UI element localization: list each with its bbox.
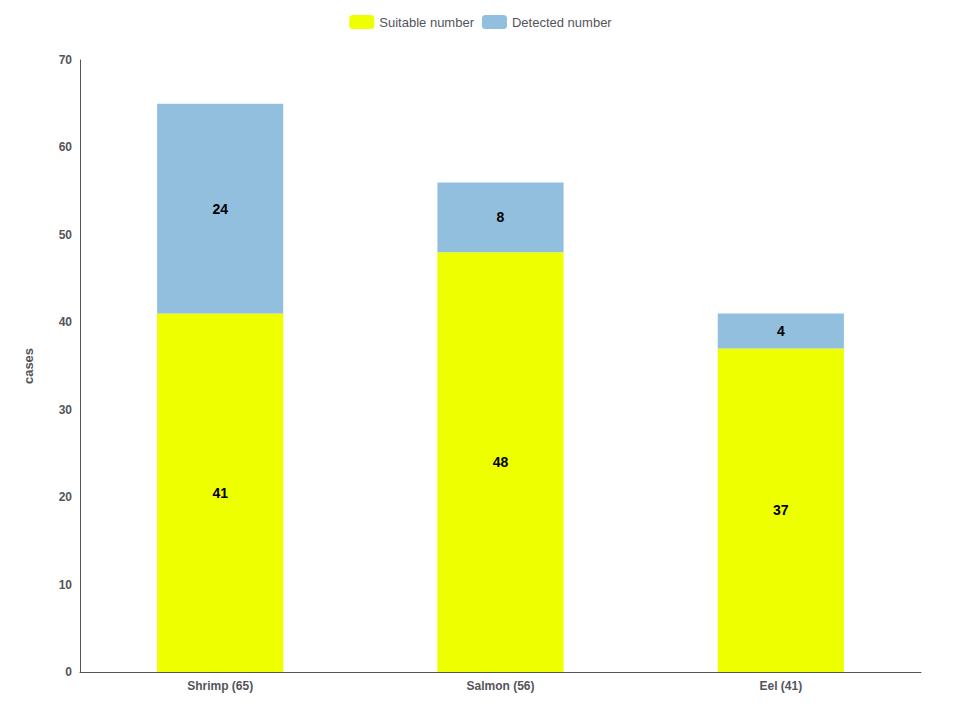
svg-text:41: 41 <box>212 485 228 501</box>
svg-text:70: 70 <box>59 53 73 67</box>
svg-text:0: 0 <box>65 665 72 679</box>
svg-text:8: 8 <box>497 209 505 225</box>
svg-text:50: 50 <box>59 228 73 242</box>
svg-text:40: 40 <box>59 315 73 329</box>
svg-text:Suitable number: Suitable number <box>379 15 474 30</box>
svg-text:30: 30 <box>59 403 73 417</box>
svg-text:10: 10 <box>59 578 73 592</box>
svg-text:Detected number: Detected number <box>512 15 612 30</box>
svg-text:Shrimp (65): Shrimp (65) <box>187 679 253 693</box>
svg-text:cases: cases <box>21 348 36 384</box>
svg-text:48: 48 <box>493 454 509 470</box>
svg-text:24: 24 <box>212 201 228 217</box>
svg-text:Salmon (56): Salmon (56) <box>466 679 534 693</box>
svg-text:60: 60 <box>59 140 73 154</box>
svg-text:20: 20 <box>59 490 73 504</box>
svg-text:4: 4 <box>777 323 785 339</box>
svg-text:Eel (41): Eel (41) <box>759 679 802 693</box>
svg-text:37: 37 <box>773 502 789 518</box>
